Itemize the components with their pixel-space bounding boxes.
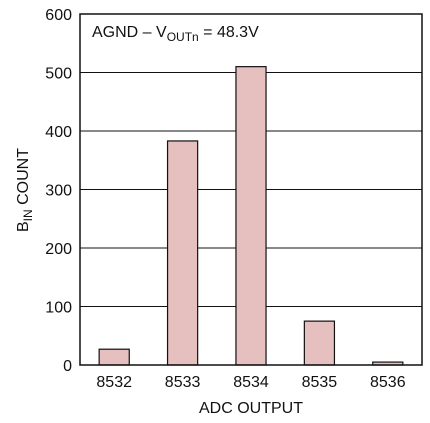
bar-8532	[98, 348, 130, 366]
x-tick-label: 8532	[96, 374, 132, 391]
y-tick-label: 400	[45, 124, 72, 141]
x-axis-label: ADC OUTPUT	[199, 400, 303, 417]
bar-8533	[166, 140, 199, 366]
x-tick-labels: 8532 8533 8534 8535 8536	[96, 374, 405, 391]
bar-8535	[303, 320, 336, 366]
y-axis-label-main: B	[15, 221, 32, 232]
y-tick-label: 600	[45, 7, 72, 24]
x-tick-label: 8536	[370, 374, 406, 391]
y-tick-label: 100	[45, 300, 72, 317]
y-axis-label-subscript: IN	[21, 209, 35, 221]
x-tick-label: 8533	[165, 374, 201, 391]
x-tick-label: 8534	[233, 374, 269, 391]
annotation-main: AGND – V	[92, 24, 167, 41]
annotation-value: = 48.3V	[199, 24, 259, 41]
annotation-subscript: OUTn	[167, 30, 199, 44]
plot-frame	[79, 13, 423, 366]
y-axis-label-rest: COUNT	[15, 148, 32, 210]
y-tick-label: 500	[45, 66, 72, 83]
bars	[98, 66, 404, 366]
y-tick-label: 200	[45, 241, 72, 258]
annotation: AGND – VOUTn = 48.3V	[92, 24, 259, 44]
y-tick-labels: 0 100 200 300 400 500 600	[45, 7, 72, 375]
x-tick-label: 8535	[302, 374, 338, 391]
y-tick-label: 0	[63, 358, 72, 375]
y-axis-label: BIN COUNT	[15, 148, 35, 232]
bar-8534	[235, 66, 267, 366]
y-tick-label: 300	[45, 183, 72, 200]
